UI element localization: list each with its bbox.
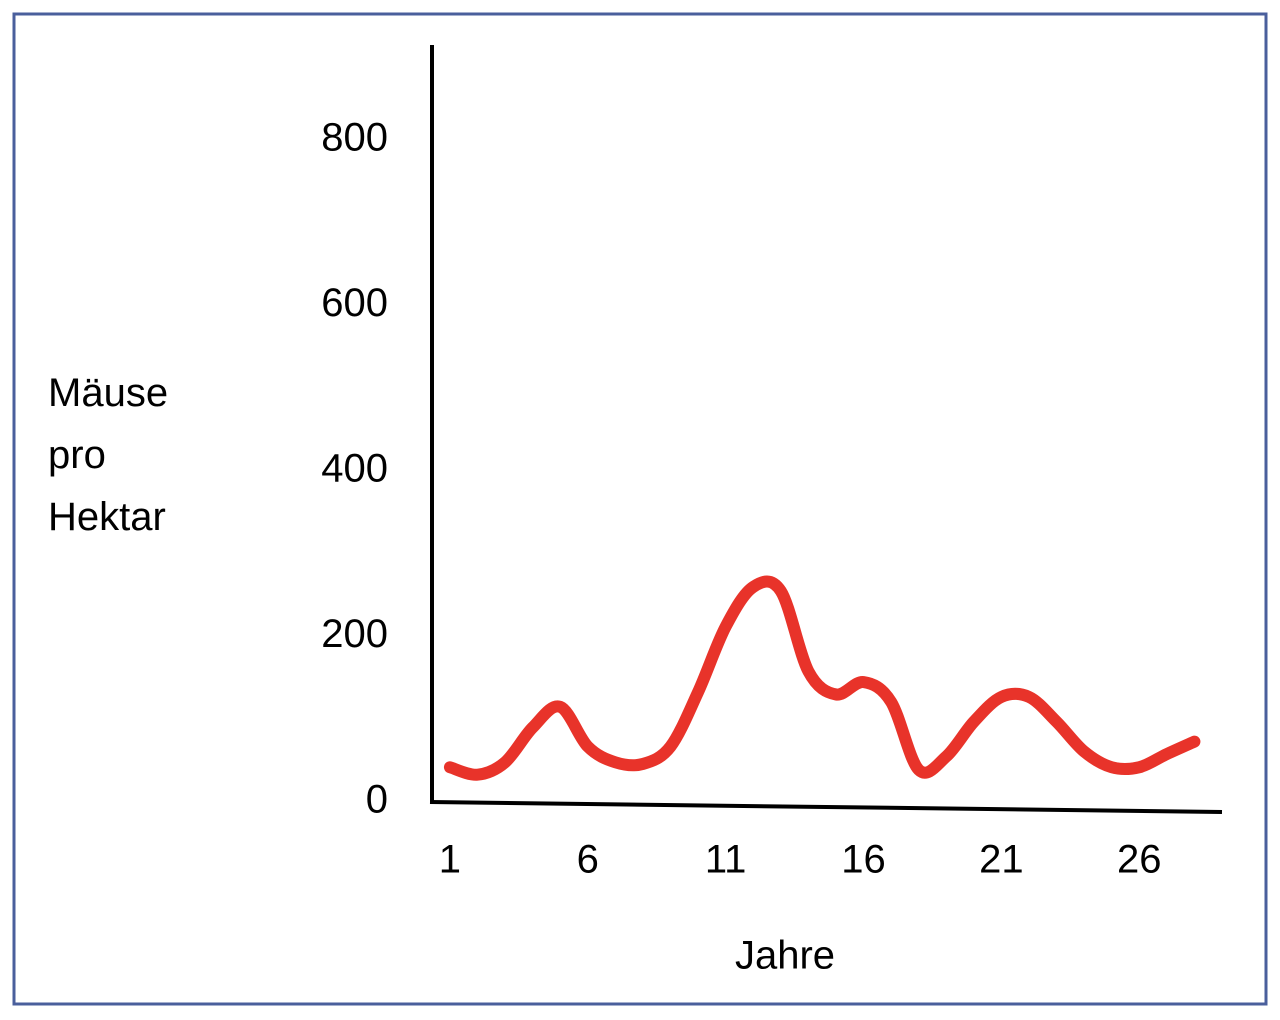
y-tick-label: 600 [321, 281, 388, 325]
y-tick-label: 0 [366, 778, 388, 822]
x-tick-label: 16 [841, 838, 886, 882]
frame [12, 12, 1268, 1006]
x-tick-label: 6 [577, 838, 599, 882]
y-tick-label: 400 [321, 447, 388, 491]
y-tick-label: 800 [321, 116, 388, 160]
x-tick-label: 11 [705, 838, 747, 882]
x-axis-label: Jahre [735, 934, 835, 978]
y-axis-label: Mäuse pro Hektar [48, 371, 169, 539]
x-tick-label: 26 [1117, 838, 1162, 882]
x-tick-label: 1 [439, 838, 461, 882]
data-line [443, 575, 1201, 781]
y-tick-label: 200 [321, 612, 388, 656]
x-tick-label: 21 [979, 838, 1024, 882]
x-axis [429, 800, 1223, 814]
